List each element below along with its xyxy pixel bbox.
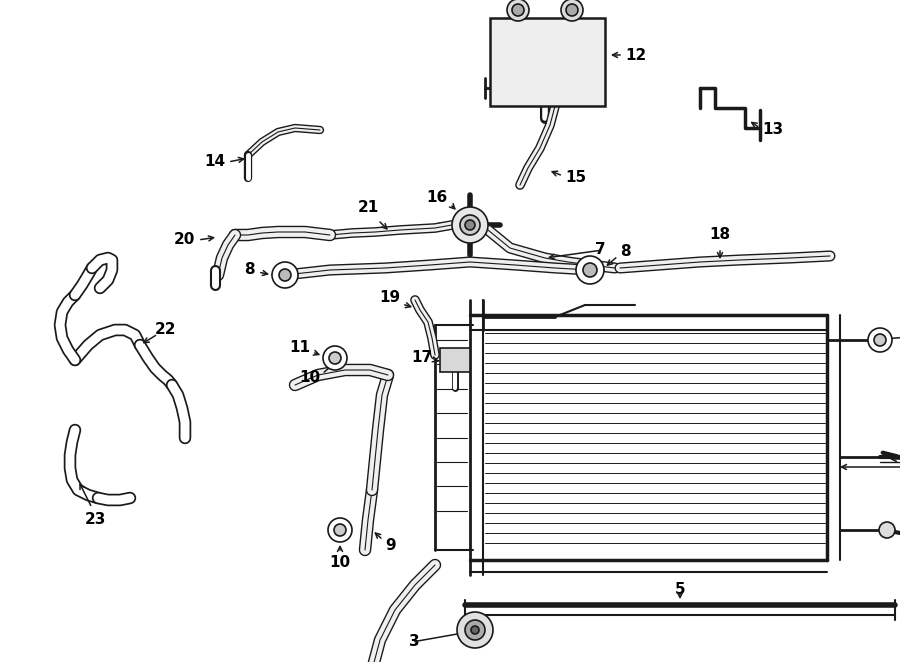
Text: 8: 8 bbox=[620, 244, 631, 260]
Text: 16: 16 bbox=[427, 191, 448, 205]
Circle shape bbox=[452, 207, 488, 243]
Circle shape bbox=[868, 328, 892, 352]
Text: 19: 19 bbox=[379, 291, 400, 305]
Text: 8: 8 bbox=[245, 263, 255, 277]
Circle shape bbox=[272, 262, 298, 288]
Circle shape bbox=[879, 522, 895, 538]
Circle shape bbox=[512, 4, 524, 16]
Bar bbox=[490, 18, 605, 106]
Text: 9: 9 bbox=[385, 538, 396, 553]
Text: 5: 5 bbox=[675, 581, 685, 596]
Circle shape bbox=[279, 269, 291, 281]
Text: 20: 20 bbox=[174, 232, 195, 248]
Circle shape bbox=[566, 4, 578, 16]
Circle shape bbox=[507, 0, 529, 21]
Text: 15: 15 bbox=[565, 171, 586, 185]
Text: 10: 10 bbox=[329, 555, 351, 570]
Text: 18: 18 bbox=[709, 227, 731, 242]
Text: 21: 21 bbox=[357, 200, 379, 215]
Text: 3: 3 bbox=[410, 634, 420, 649]
Circle shape bbox=[471, 626, 479, 634]
Circle shape bbox=[465, 220, 475, 230]
Circle shape bbox=[328, 518, 352, 542]
FancyArrowPatch shape bbox=[883, 453, 897, 456]
Circle shape bbox=[465, 620, 485, 640]
Circle shape bbox=[583, 263, 597, 277]
Text: 17: 17 bbox=[411, 350, 432, 365]
Text: 10: 10 bbox=[299, 371, 320, 385]
Text: 14: 14 bbox=[204, 154, 225, 169]
Text: 11: 11 bbox=[289, 340, 310, 355]
Circle shape bbox=[576, 256, 604, 284]
Bar bbox=[440, 348, 470, 372]
Text: 22: 22 bbox=[155, 322, 176, 338]
Circle shape bbox=[457, 612, 493, 648]
Circle shape bbox=[460, 215, 480, 235]
Circle shape bbox=[334, 524, 346, 536]
Text: 12: 12 bbox=[625, 48, 646, 62]
Circle shape bbox=[323, 346, 347, 370]
Circle shape bbox=[561, 0, 583, 21]
Circle shape bbox=[329, 352, 341, 364]
Text: 23: 23 bbox=[85, 512, 105, 527]
Text: 7: 7 bbox=[595, 242, 606, 258]
Text: 13: 13 bbox=[762, 122, 783, 138]
Circle shape bbox=[874, 334, 886, 346]
